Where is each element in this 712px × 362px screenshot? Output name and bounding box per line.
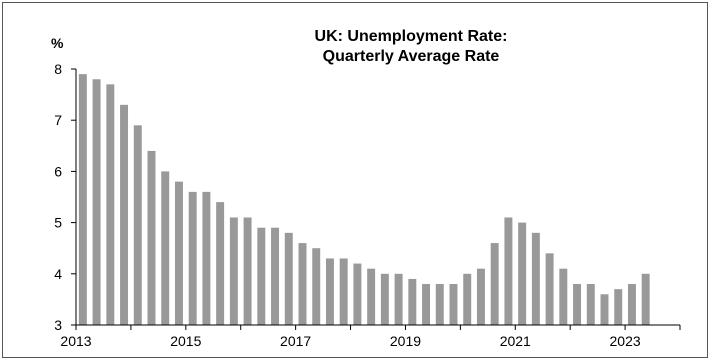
- bar-2021-Q3: [545, 253, 554, 325]
- bar-2014-Q1: [133, 125, 142, 325]
- bar-2017-Q1: [298, 243, 307, 325]
- bar-2018-Q1: [353, 263, 362, 325]
- bar-2021-Q2: [531, 232, 540, 325]
- bar-2017-Q3: [325, 258, 334, 325]
- y-tick-label-7: 7: [54, 112, 62, 128]
- y-tick-label-8: 8: [54, 61, 62, 77]
- bar-2020-Q2: [476, 268, 485, 325]
- unemployment-chart: UK: Unemployment Rate: Quarterly Average…: [51, 28, 681, 349]
- x-axis: 2013 2015 2017 2019 2021 2023: [60, 324, 681, 349]
- bar-2013-Q3: [106, 84, 115, 325]
- bar-2020-Q4: [504, 217, 513, 325]
- bar-2014-Q3: [161, 171, 170, 325]
- bar-2019-Q1: [408, 278, 417, 325]
- bar-2014-Q2: [147, 150, 156, 325]
- chart-title-line-1: UK: Unemployment Rate:: [315, 28, 508, 45]
- bar-2013-Q1: [78, 74, 87, 326]
- bar-2017-Q4: [339, 258, 348, 325]
- bar-2013-Q4: [120, 104, 129, 325]
- x-tick-label-2021: 2021: [500, 333, 531, 349]
- x-tick-label-2015: 2015: [170, 333, 201, 349]
- bar-2023-Q1: [627, 284, 636, 325]
- bar-2015-Q1: [188, 191, 197, 325]
- y-axis: 3 4 5 6 7 8: [54, 61, 77, 333]
- bar-2022-Q4: [614, 289, 623, 325]
- bar-2017-Q2: [312, 248, 321, 325]
- bar-2022-Q1: [573, 284, 582, 325]
- bar-2023-Q2: [641, 273, 650, 325]
- y-tick-label-3: 3: [54, 317, 62, 333]
- bar-2014-Q4: [174, 181, 183, 325]
- bar-2021-Q4: [559, 268, 568, 325]
- bar-2019-Q2: [422, 284, 431, 325]
- bar-2016-Q1: [243, 217, 252, 325]
- bars-group: [78, 74, 650, 326]
- bar-2020-Q1: [463, 273, 472, 325]
- bar-2016-Q2: [257, 227, 266, 325]
- y-tick-label-5: 5: [54, 215, 62, 231]
- x-tick-label-2023: 2023: [610, 333, 641, 349]
- bar-2015-Q4: [229, 217, 238, 325]
- x-tick-label-2019: 2019: [390, 333, 421, 349]
- bar-2016-Q4: [284, 232, 293, 325]
- bar-2015-Q2: [202, 191, 211, 325]
- x-tick-label-2017: 2017: [280, 333, 311, 349]
- bar-2022-Q2: [586, 284, 595, 325]
- bar-2015-Q3: [216, 202, 225, 325]
- bar-2019-Q3: [435, 284, 444, 325]
- bar-2013-Q2: [92, 79, 101, 326]
- chart-title-line-2: Quarterly Average Rate: [323, 48, 500, 65]
- y-axis-unit-label: %: [51, 35, 64, 51]
- bar-2019-Q4: [449, 284, 458, 325]
- x-tick-label-2013: 2013: [60, 333, 91, 349]
- chart-frame: UK: Unemployment Rate: Quarterly Average…: [2, 2, 708, 358]
- y-tick-label-6: 6: [54, 163, 62, 179]
- bar-2021-Q1: [518, 222, 527, 325]
- bar-2018-Q2: [367, 268, 376, 325]
- bar-2020-Q3: [490, 243, 499, 325]
- y-tick-label-4: 4: [54, 266, 62, 282]
- bar-2022-Q3: [600, 294, 609, 325]
- bar-2018-Q4: [394, 273, 403, 325]
- bar-2016-Q3: [271, 227, 280, 325]
- bar-2018-Q3: [380, 273, 389, 325]
